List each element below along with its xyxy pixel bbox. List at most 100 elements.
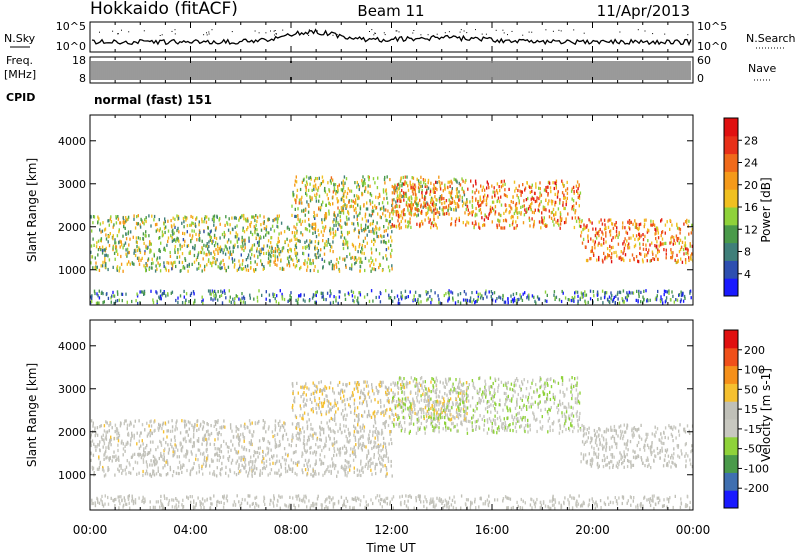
range-cell [633, 496, 635, 500]
range-cell [359, 503, 361, 507]
range-cell [478, 190, 480, 194]
range-cell [347, 246, 349, 250]
range-cell [414, 196, 416, 200]
range-cell [189, 293, 192, 297]
range-cell [139, 237, 141, 241]
range-cell [139, 223, 141, 227]
range-cell [418, 301, 420, 305]
range-cell [539, 500, 542, 504]
range-cell [241, 214, 243, 218]
range-cell [98, 289, 100, 293]
range-cell [186, 264, 189, 268]
nsearch-dot [369, 31, 370, 32]
range-cell [292, 467, 294, 471]
range-cell [297, 437, 299, 441]
range-cell [184, 423, 186, 427]
range-cell [98, 501, 101, 505]
range-cell [381, 505, 383, 509]
range-cell [649, 298, 651, 302]
range-cell [400, 297, 403, 301]
range-cell [178, 500, 180, 504]
range-cell [449, 194, 452, 198]
range-cell [376, 186, 379, 190]
range-cell [502, 497, 505, 501]
range-cell [120, 466, 122, 470]
range-cell [204, 264, 206, 268]
range-cell [536, 295, 539, 299]
range-cell [604, 502, 607, 507]
range-cell [403, 501, 406, 505]
range-cell [396, 194, 399, 198]
range-cell [358, 185, 361, 189]
range-cell [347, 210, 349, 214]
range-cell [276, 214, 279, 218]
range-cell [231, 458, 234, 462]
range-cell [396, 196, 398, 201]
range-cell [220, 500, 222, 504]
range-cell [162, 233, 164, 237]
range-cell [455, 506, 457, 510]
range-cell [531, 217, 533, 221]
range-cell [118, 230, 120, 234]
range-cell [598, 258, 600, 262]
range-cell [366, 456, 368, 460]
range-cell [370, 229, 372, 234]
range-cell [389, 500, 391, 504]
range-cell [678, 241, 680, 245]
range-cell [687, 224, 689, 228]
range-cell [291, 469, 294, 473]
range-cell [249, 459, 252, 463]
range-cell [378, 266, 380, 270]
range-cell [226, 247, 228, 251]
range-cell [171, 262, 173, 266]
range-cell [244, 301, 246, 305]
range-cell [373, 455, 375, 459]
range-cell [273, 260, 275, 264]
range-cell [315, 199, 318, 203]
nsearch-dot [644, 30, 646, 32]
range-cell [249, 504, 251, 508]
range-cell [382, 422, 384, 426]
range-cell [312, 451, 314, 455]
nsearch-dot [99, 31, 100, 33]
range-cell [332, 461, 334, 465]
range-cell [101, 500, 103, 504]
range-cell [304, 299, 306, 303]
range-cell [455, 178, 457, 182]
range-cell [465, 207, 467, 212]
range-cell [223, 235, 225, 239]
range-cell [218, 458, 220, 463]
range-cell [105, 246, 107, 250]
range-cell [141, 423, 144, 427]
range-cell [174, 244, 176, 249]
range-cell [478, 505, 480, 509]
range-cell [133, 214, 135, 218]
range-cell [484, 213, 486, 217]
range-cell [341, 188, 344, 192]
range-cell [225, 245, 227, 249]
range-cell [553, 217, 556, 221]
range-cell [574, 209, 577, 213]
range-cell [686, 221, 688, 225]
range-cell [361, 448, 363, 452]
power-heatmap [90, 175, 693, 305]
range-cell [368, 213, 371, 217]
range-cell [447, 180, 449, 184]
range-cell [303, 208, 305, 212]
range-cell [227, 265, 230, 269]
range-cell [255, 236, 257, 240]
nsearch-dot [413, 30, 415, 31]
range-cell [384, 181, 386, 185]
range-cell [112, 245, 115, 250]
range-cell [393, 198, 395, 202]
range-cell [389, 252, 392, 256]
range-cell [209, 238, 212, 242]
range-cell [649, 259, 651, 263]
range-cell [146, 246, 149, 250]
range-cell [116, 299, 119, 303]
range-cell [627, 293, 629, 297]
range-cell [512, 219, 514, 223]
range-cell [305, 185, 307, 189]
range-cell [203, 243, 205, 247]
range-cell [377, 235, 380, 239]
